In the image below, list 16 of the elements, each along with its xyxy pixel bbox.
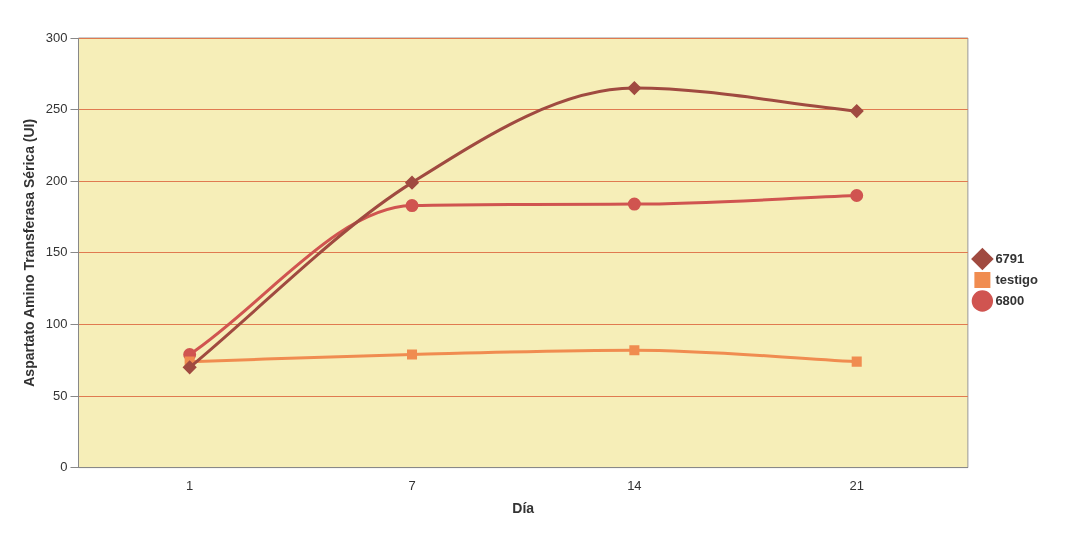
legend-label: 6800 bbox=[995, 292, 1025, 308]
y-tick-label: 250 bbox=[45, 101, 68, 117]
y-tick-label: 50 bbox=[53, 387, 68, 403]
x-tick-label: 7 bbox=[408, 477, 416, 493]
y-tick-label: 150 bbox=[45, 244, 68, 260]
y-axis-title: Aspartato Amino Transferasa Sérica (UI) bbox=[21, 118, 38, 387]
x-tick-label: 14 bbox=[627, 477, 642, 493]
x-axis-title: Día bbox=[512, 500, 535, 517]
x-tick-label: 1 bbox=[186, 477, 194, 493]
y-tick-label: 100 bbox=[45, 315, 68, 331]
legend-label: 6791 bbox=[995, 250, 1025, 266]
x-tick-label: 21 bbox=[849, 477, 864, 493]
legend-label: testigo bbox=[995, 271, 1039, 287]
y-tick-label: 300 bbox=[45, 29, 68, 45]
y-tick-label: 0 bbox=[60, 459, 68, 475]
y-tick-label: 200 bbox=[45, 172, 68, 188]
